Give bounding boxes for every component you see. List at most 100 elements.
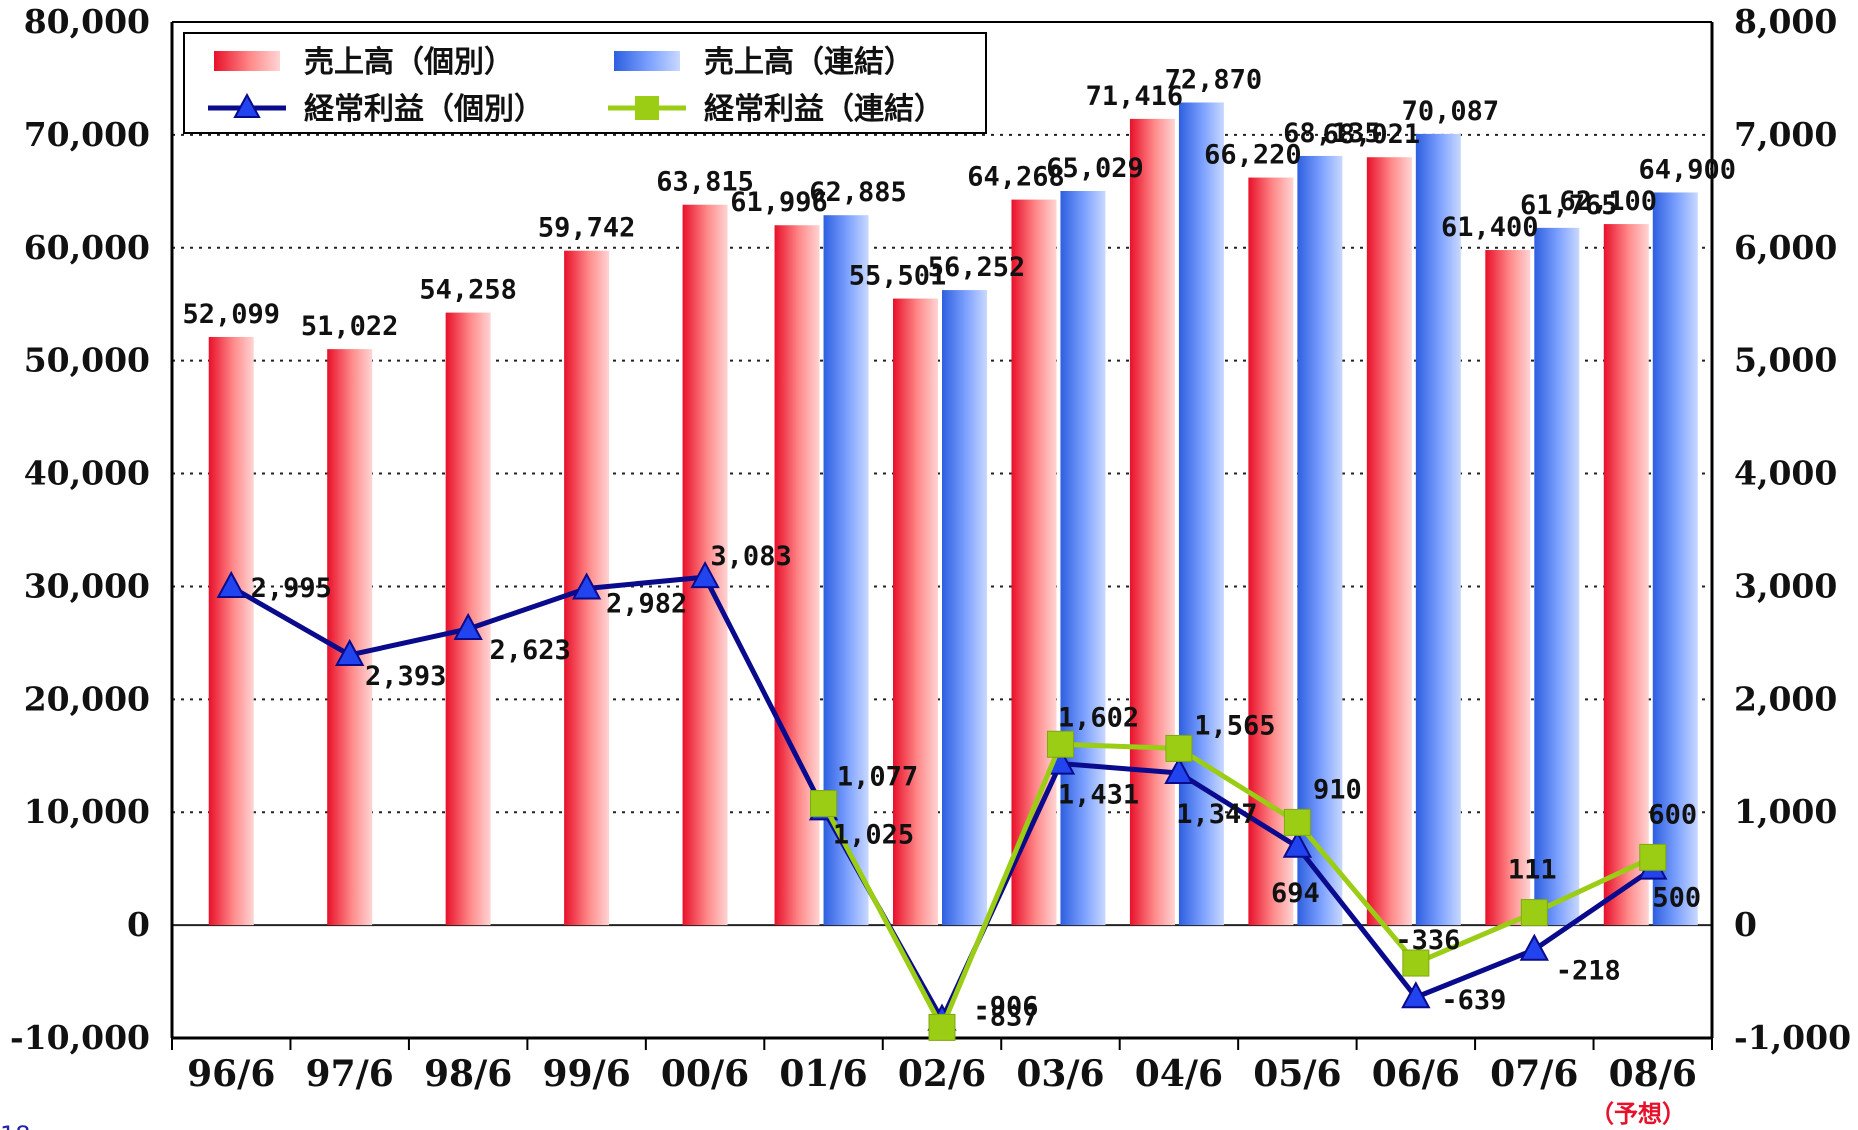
x-tick-label: 99/6 xyxy=(542,1053,630,1095)
x-tick-label: 96/6 xyxy=(187,1053,275,1095)
y-tick-label-left: 20,000 xyxy=(24,679,150,718)
bar-label-nonconsolidated: 51,022 xyxy=(301,311,399,342)
marker-triangle xyxy=(1401,981,1431,1009)
profit-line-consolidated xyxy=(821,741,1654,1030)
y-tick-label-left: 0 xyxy=(127,905,150,944)
y-tick-label-right: 0 xyxy=(1734,905,1757,944)
line-label-nonconsolidated: -837 xyxy=(973,1002,1038,1033)
marker-triangle xyxy=(1282,830,1313,858)
line-label-nonconsolidated: 694 xyxy=(1271,878,1320,909)
bar-label-nonconsolidated: 52,099 xyxy=(182,299,280,330)
legend-swatch-bar xyxy=(614,51,680,71)
bar-sales-nonconsolidated xyxy=(208,336,254,926)
line-label-consolidated: 600 xyxy=(1648,799,1697,830)
line-label-nonconsolidated: 2,995 xyxy=(251,573,332,604)
line-label-consolidated: 1,602 xyxy=(1058,702,1139,733)
y-tick-label-right: 2,000 xyxy=(1734,679,1837,718)
x-tick-label: 03/6 xyxy=(1016,1053,1104,1095)
line-label-consolidated: 1,077 xyxy=(837,762,918,793)
y-tick-label-left: 10,000 xyxy=(24,792,150,831)
tick-labels: -10,000 0 10,000 20,000 30,000 40,000 50,000 60… xyxy=(10,2,1851,1095)
bar-sales-nonconsolidated xyxy=(893,298,938,926)
bar-label-nonconsolidated: 55,501 xyxy=(849,261,947,292)
line-label-consolidated: 1,565 xyxy=(1194,710,1275,741)
y-tick-label-left: 50,000 xyxy=(24,341,150,380)
line-label-nonconsolidated: 1,025 xyxy=(833,819,914,850)
legend-box xyxy=(183,32,987,134)
line-label-consolidated: -336 xyxy=(1395,925,1460,956)
bar-label-nonconsolidated: 68,021 xyxy=(1323,119,1421,150)
marker-square xyxy=(1639,843,1667,871)
marker-triangle xyxy=(453,612,483,641)
bar-label-nonconsolidated: 61,400 xyxy=(1441,212,1539,243)
bar-label-nonconsolidated: 63,815 xyxy=(656,167,754,198)
bar-sales-nonconsolidated xyxy=(1603,224,1649,926)
bar-sales-nonconsolidated xyxy=(1129,118,1175,926)
y-tick-label-right: 8,000 xyxy=(1734,2,1837,41)
page-number: 18 xyxy=(0,1121,31,1130)
line-label-nonconsolidated: 2,982 xyxy=(606,588,687,619)
marker-triangle xyxy=(1164,756,1194,785)
line-label-consolidated: 111 xyxy=(1508,855,1557,886)
marker-triangle xyxy=(216,570,246,599)
line-label-nonconsolidated: 1,431 xyxy=(1058,780,1139,811)
bar-label-consolidated: 72,870 xyxy=(1165,64,1263,95)
marker-triangle xyxy=(571,572,602,600)
bar-label-consolidated: 70,087 xyxy=(1402,96,1500,127)
forecast-note: （予想） xyxy=(1590,1100,1686,1128)
x-tick-label: 07/6 xyxy=(1490,1053,1578,1095)
y-tick-label-left: 60,000 xyxy=(24,228,150,267)
bar-sales-consolidated xyxy=(1415,133,1461,926)
y-tick-label-left: -10,000 xyxy=(10,1018,150,1057)
bar-label-consolidated: 61,765 xyxy=(1520,190,1618,221)
bar-label-consolidated: 68,135 xyxy=(1283,118,1381,149)
y-tick-label-right: 5,000 xyxy=(1734,341,1837,380)
legend-marker-triangle xyxy=(233,92,261,118)
marker-square xyxy=(1165,734,1193,762)
bar-sales-nonconsolidated xyxy=(327,349,373,926)
bar-label-consolidated: 62,885 xyxy=(809,177,907,208)
bar-sales-consolidated xyxy=(1652,192,1698,926)
y-tick-label-right: 1,000 xyxy=(1734,792,1837,831)
marker-triangle xyxy=(335,638,365,666)
bar-sales-nonconsolidated xyxy=(1485,250,1531,926)
x-tick-label: 02/6 xyxy=(898,1053,986,1095)
legend-swatch-bar xyxy=(214,51,280,71)
bar-sales-nonconsolidated xyxy=(1366,157,1412,926)
legend: 売上高（個別） 売上高（連結） 経常利益（個別） 経常利益（連結） xyxy=(183,32,987,134)
x-tick-label: 08/6 xyxy=(1609,1053,1697,1095)
marker-square xyxy=(1520,899,1548,927)
y-tick-label-left: 80,000 xyxy=(24,2,150,41)
legend-label: 経常利益（個別） xyxy=(304,92,544,127)
marker-square xyxy=(1402,949,1430,977)
bar-label-nonconsolidated: 62,100 xyxy=(1559,186,1657,217)
line-label-nonconsolidated: 1,347 xyxy=(1176,799,1257,830)
y-tick-label-right: 4,000 xyxy=(1734,454,1837,493)
x-tick-label: 98/6 xyxy=(424,1053,512,1095)
y-tick-label-right: 3,000 xyxy=(1734,566,1837,605)
bar-label-nonconsolidated: 54,258 xyxy=(419,275,517,306)
line-label-nonconsolidated: -218 xyxy=(1556,956,1621,987)
line-label-nonconsolidated: 2,393 xyxy=(365,661,446,692)
marker-square xyxy=(928,1013,956,1041)
legend-label: 売上高（連結） xyxy=(704,45,914,80)
x-tick-label: 01/6 xyxy=(779,1053,867,1095)
y-tick-label-right: -1,000 xyxy=(1734,1018,1851,1057)
line-label-nonconsolidated: 500 xyxy=(1652,883,1701,914)
bar-label-nonconsolidated: 61,996 xyxy=(730,187,828,218)
line-label-nonconsolidated: 3,083 xyxy=(710,541,791,572)
legend-label: 経常利益（連結） xyxy=(704,92,944,127)
marker-square xyxy=(1283,808,1311,836)
line-label-nonconsolidated: -639 xyxy=(1441,985,1506,1016)
bar-label-nonconsolidated: 66,220 xyxy=(1204,140,1302,171)
profit-lines xyxy=(216,560,1668,1041)
bar-label-consolidated: 56,252 xyxy=(928,252,1026,283)
bar-sales-consolidated xyxy=(1534,227,1580,926)
bar-sales-consolidated xyxy=(1297,155,1343,926)
x-tick-label: 04/6 xyxy=(1135,1053,1223,1095)
bar-sales-nonconsolidated xyxy=(1248,177,1294,926)
x-tick-label: 06/6 xyxy=(1372,1053,1460,1095)
marker-square xyxy=(1046,730,1074,758)
legend-marker-square xyxy=(635,96,659,120)
